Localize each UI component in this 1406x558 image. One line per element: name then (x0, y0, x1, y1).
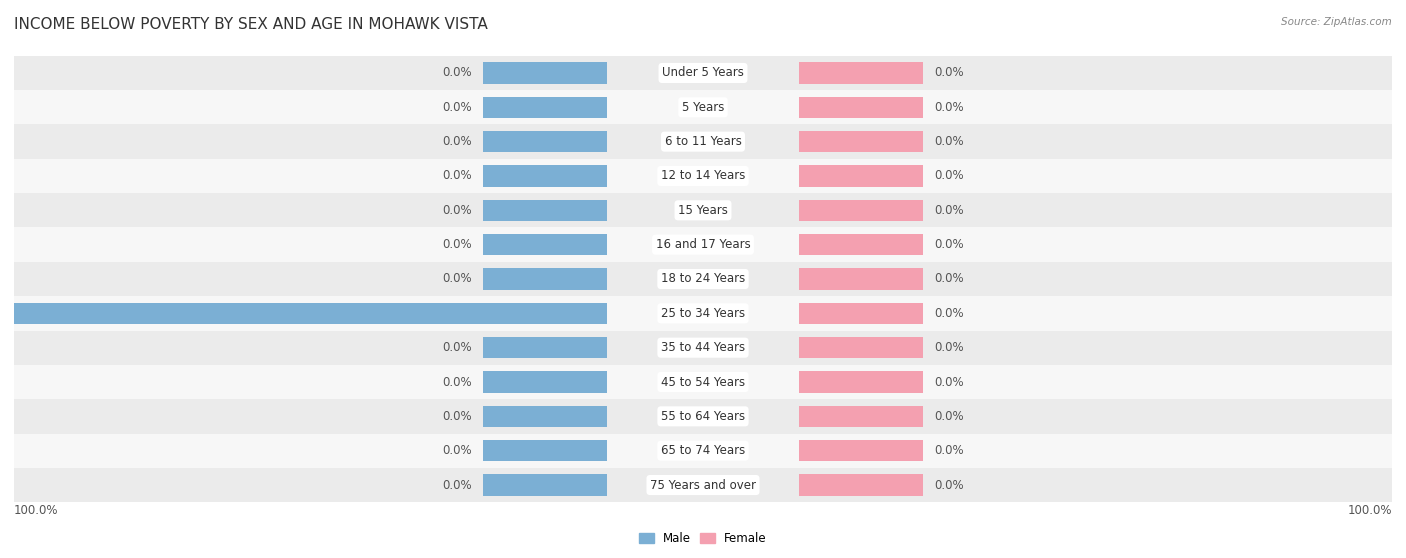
Bar (482, 62, 606, 84)
Text: 0.0%: 0.0% (443, 66, 472, 79)
Text: 0.0%: 0.0% (934, 479, 963, 492)
Bar (482, 131, 606, 152)
Text: 100.0%: 100.0% (1347, 504, 1392, 517)
Text: 100.0%: 100.0% (0, 307, 4, 320)
Text: 0.0%: 0.0% (934, 410, 963, 423)
Text: 0.0%: 0.0% (443, 135, 472, 148)
Text: 0.0%: 0.0% (443, 101, 472, 114)
Text: 75 Years and over: 75 Years and over (650, 479, 756, 492)
Bar (14, 365, 1392, 399)
Text: Source: ZipAtlas.com: Source: ZipAtlas.com (1281, 17, 1392, 27)
Text: 0.0%: 0.0% (443, 444, 472, 457)
Text: 35 to 44 Years: 35 to 44 Years (661, 341, 745, 354)
Bar (14, 159, 1392, 193)
Text: 0.0%: 0.0% (934, 376, 963, 388)
Bar (800, 234, 924, 256)
Text: 0.0%: 0.0% (934, 170, 963, 182)
Bar (482, 406, 606, 427)
Text: 0.0%: 0.0% (443, 272, 472, 286)
Text: 0.0%: 0.0% (934, 135, 963, 148)
Text: 45 to 54 Years: 45 to 54 Years (661, 376, 745, 388)
Text: 16 and 17 Years: 16 and 17 Years (655, 238, 751, 251)
Bar (482, 337, 606, 358)
Bar (482, 372, 606, 393)
Bar (482, 440, 606, 461)
Bar (800, 97, 924, 118)
Bar (800, 200, 924, 221)
Bar (800, 62, 924, 84)
Bar (482, 234, 606, 256)
Text: 0.0%: 0.0% (934, 341, 963, 354)
Text: 0.0%: 0.0% (443, 204, 472, 217)
Text: 0.0%: 0.0% (934, 444, 963, 457)
Bar (800, 337, 924, 358)
Text: 0.0%: 0.0% (443, 238, 472, 251)
Bar (482, 268, 606, 290)
Bar (14, 302, 606, 324)
Bar (482, 200, 606, 221)
Text: 0.0%: 0.0% (443, 410, 472, 423)
Bar (14, 468, 1392, 502)
Text: 0.0%: 0.0% (934, 272, 963, 286)
Bar (14, 399, 1392, 434)
Bar (14, 296, 1392, 330)
Text: 0.0%: 0.0% (443, 376, 472, 388)
Legend: Male, Female: Male, Female (634, 527, 772, 550)
Text: 18 to 24 Years: 18 to 24 Years (661, 272, 745, 286)
Bar (14, 434, 1392, 468)
Text: 100.0%: 100.0% (14, 504, 59, 517)
Text: 25 to 34 Years: 25 to 34 Years (661, 307, 745, 320)
Text: INCOME BELOW POVERTY BY SEX AND AGE IN MOHAWK VISTA: INCOME BELOW POVERTY BY SEX AND AGE IN M… (14, 17, 488, 32)
Text: 6 to 11 Years: 6 to 11 Years (665, 135, 741, 148)
Bar (800, 131, 924, 152)
Text: Under 5 Years: Under 5 Years (662, 66, 744, 79)
Text: 0.0%: 0.0% (934, 238, 963, 251)
Bar (14, 90, 1392, 124)
Text: 0.0%: 0.0% (934, 66, 963, 79)
Text: 0.0%: 0.0% (443, 479, 472, 492)
Text: 5 Years: 5 Years (682, 101, 724, 114)
Text: 0.0%: 0.0% (934, 204, 963, 217)
Text: 0.0%: 0.0% (443, 341, 472, 354)
Bar (800, 165, 924, 186)
Bar (14, 193, 1392, 228)
Bar (14, 228, 1392, 262)
Text: 65 to 74 Years: 65 to 74 Years (661, 444, 745, 457)
Bar (800, 302, 924, 324)
Text: 12 to 14 Years: 12 to 14 Years (661, 170, 745, 182)
Bar (800, 440, 924, 461)
Text: 0.0%: 0.0% (934, 101, 963, 114)
Text: 0.0%: 0.0% (934, 307, 963, 320)
Bar (14, 56, 1392, 90)
Bar (800, 268, 924, 290)
Text: 15 Years: 15 Years (678, 204, 728, 217)
Bar (482, 474, 606, 496)
Bar (800, 372, 924, 393)
Text: 0.0%: 0.0% (443, 170, 472, 182)
Bar (14, 330, 1392, 365)
Bar (482, 97, 606, 118)
Bar (482, 165, 606, 186)
Text: 55 to 64 Years: 55 to 64 Years (661, 410, 745, 423)
Bar (14, 124, 1392, 159)
Bar (14, 262, 1392, 296)
Bar (800, 474, 924, 496)
Bar (800, 406, 924, 427)
